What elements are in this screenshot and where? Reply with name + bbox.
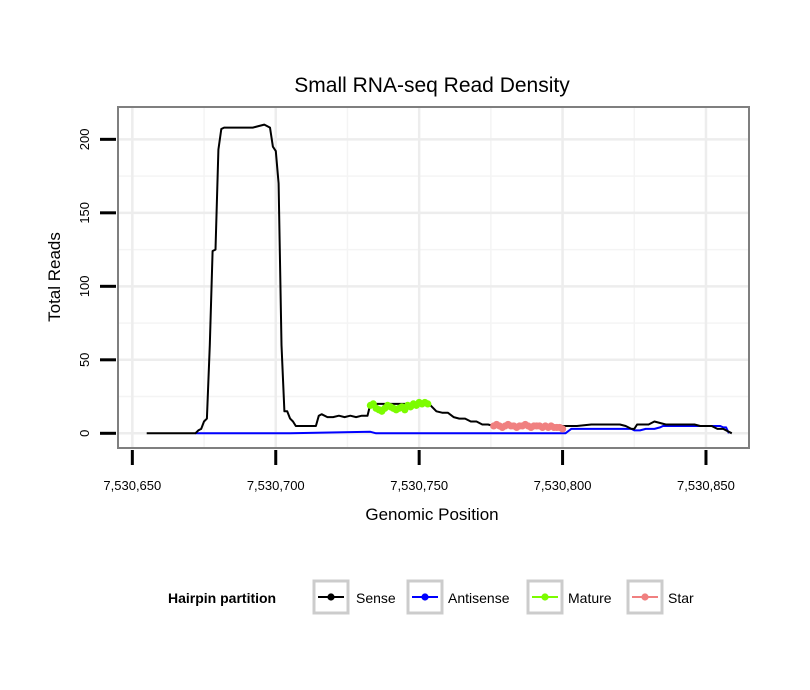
- legend-title: Hairpin partition: [168, 590, 276, 606]
- x-tick-label: 7,530,800: [534, 478, 592, 493]
- y-tick-label: 0: [77, 430, 92, 437]
- series-point-mature: [424, 400, 432, 408]
- legend-label-star: Star: [668, 590, 694, 606]
- plot-border: [117, 106, 750, 449]
- y-tick-label: 200: [77, 128, 92, 150]
- x-tick-label: 7,530,850: [677, 478, 735, 493]
- y-axis-title: Total Reads: [45, 232, 64, 322]
- legend-point-star: [641, 593, 649, 601]
- legend: Hairpin partition Sense Antisense Mature St…: [168, 579, 694, 615]
- y-tick-label: 100: [77, 275, 92, 297]
- x-axis: 7,530,650 7,530,700 7,530,750 7,530,800 7,53…: [103, 450, 735, 493]
- legend-point-sense: [327, 593, 335, 601]
- y-tick-label: 50: [77, 353, 92, 367]
- legend-point-mature: [541, 593, 549, 601]
- plot-background: [118, 107, 749, 448]
- legend-label-mature: Mature: [568, 590, 612, 606]
- grid-minor: [118, 107, 749, 448]
- y-tick-label: 150: [77, 202, 92, 224]
- chart-title: Small RNA-seq Read Density: [294, 74, 570, 97]
- legend-label-sense: Sense: [356, 590, 396, 606]
- series-point-star: [558, 425, 567, 433]
- x-axis-title: Genomic Position: [365, 505, 498, 524]
- x-tick-label: 7,530,650: [103, 478, 161, 493]
- series-line-sense: [146, 123, 733, 435]
- legend-point-antisense: [421, 593, 429, 601]
- x-tick-label: 7,530,700: [247, 478, 305, 493]
- series-layer: [146, 123, 733, 435]
- y-axis: 0 50 100 150 200: [77, 128, 116, 437]
- legend-label-antisense: Antisense: [448, 590, 510, 606]
- x-tick-label: 7,530,750: [390, 478, 448, 493]
